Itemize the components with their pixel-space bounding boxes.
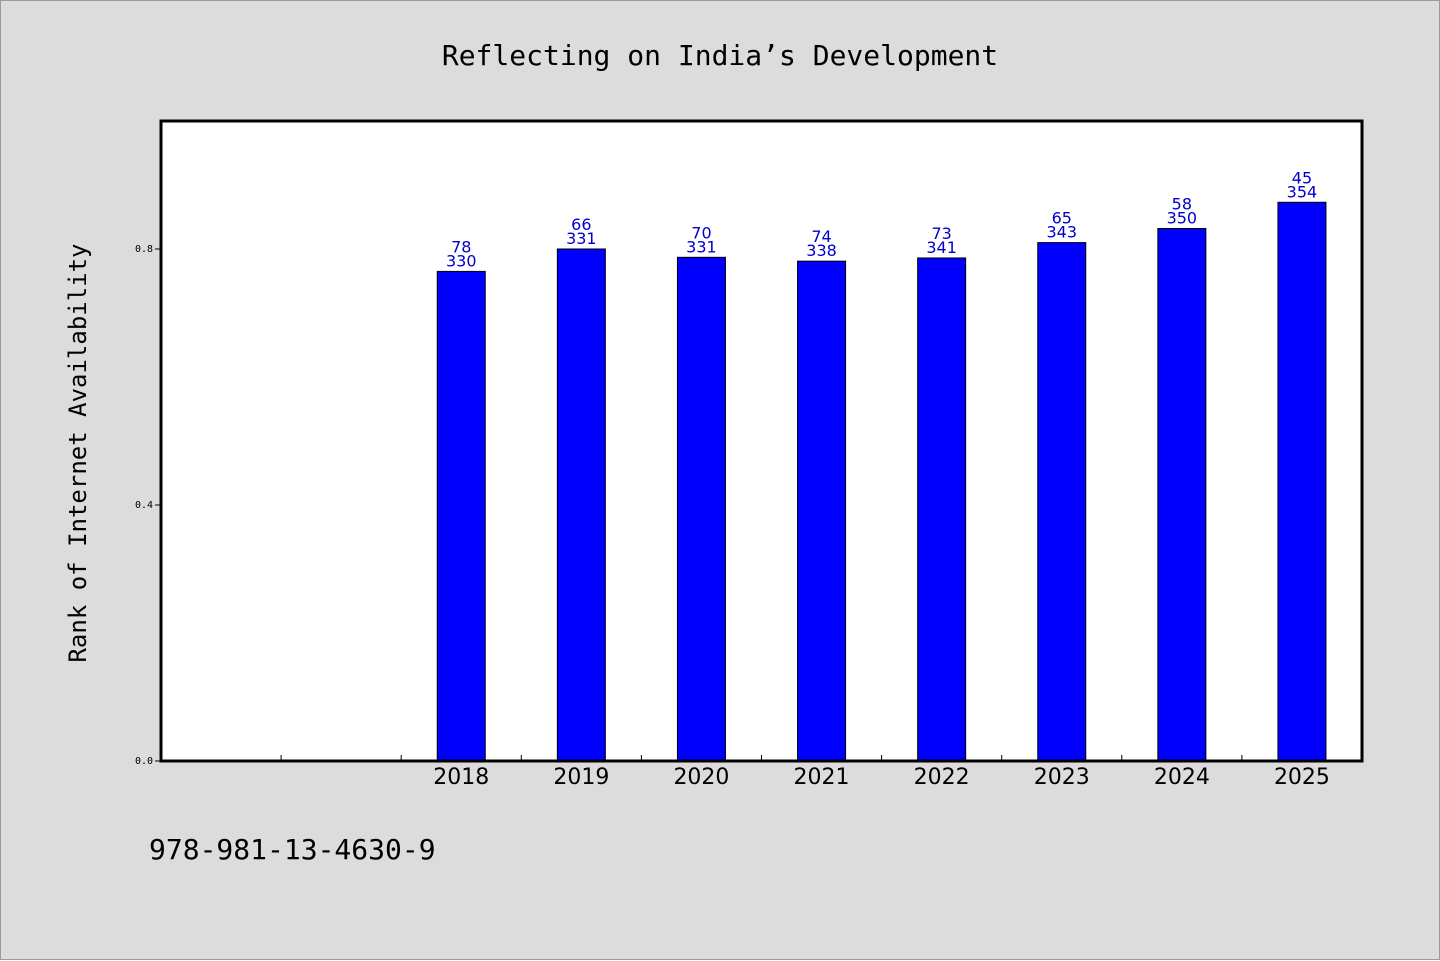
chart-title: Reflecting on India’s Development xyxy=(442,39,998,72)
bar-label-bottom: 343 xyxy=(1046,223,1077,242)
bar-label-bottom: 350 xyxy=(1167,209,1198,228)
bar-label-top: 45 xyxy=(1292,168,1312,187)
bar-2025 xyxy=(1277,201,1327,762)
x-tick-label: 2025 xyxy=(1274,765,1330,790)
y-tick-label: 0.8 xyxy=(135,244,153,255)
bar-2021 xyxy=(797,260,847,762)
bar-2019 xyxy=(556,248,606,762)
bar-label-bottom: 338 xyxy=(806,241,837,260)
bar-label-bottom: 341 xyxy=(926,238,957,257)
bar-label-top: 66 xyxy=(571,215,591,234)
bar-label-top: 73 xyxy=(931,224,951,243)
bar-label-bottom: 331 xyxy=(566,229,597,248)
x-tick-label: 2019 xyxy=(553,765,609,790)
x-tick-label: 2023 xyxy=(1034,765,1090,790)
x-tick-label: 2020 xyxy=(673,765,729,790)
x-tick-label: 2021 xyxy=(794,765,850,790)
x-tick-label: 2024 xyxy=(1154,765,1210,790)
bar-label-top: 70 xyxy=(691,223,711,242)
isbn-code: 978-981-13-4630-9 xyxy=(149,833,436,866)
plot-border xyxy=(159,119,1364,763)
bar-label-bottom: 330 xyxy=(446,251,477,270)
y-axis-label: Rank of Internet Availability xyxy=(64,243,92,662)
bar-label-top: 74 xyxy=(811,227,831,246)
x-tick-label: 2022 xyxy=(914,765,970,790)
bar-label-top: 65 xyxy=(1052,209,1072,228)
y-tick-label: 0.0 xyxy=(135,756,153,767)
bar-2020 xyxy=(676,256,726,762)
bar-2022 xyxy=(917,257,967,762)
bar-2024 xyxy=(1157,228,1207,762)
y-tick-label: 0.4 xyxy=(135,500,153,511)
bar-label-bottom: 331 xyxy=(686,237,717,256)
bar-2018 xyxy=(436,270,486,762)
x-tick-label: 2018 xyxy=(433,765,489,790)
bar-label-top: 78 xyxy=(451,237,471,256)
bar-label-bottom: 354 xyxy=(1287,182,1318,201)
bar-2023 xyxy=(1037,242,1087,762)
bar-label-top: 58 xyxy=(1172,195,1192,214)
